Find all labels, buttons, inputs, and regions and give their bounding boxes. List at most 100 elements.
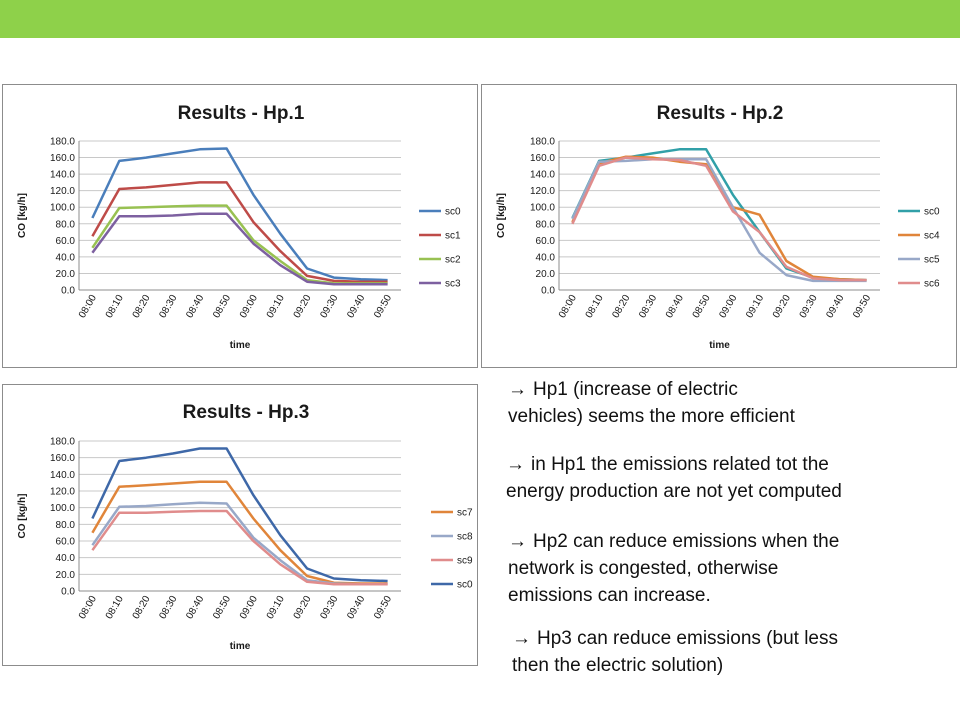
y-tick-label: 20.0 xyxy=(56,570,76,581)
x-tick-label: 09:40 xyxy=(824,293,846,321)
y-tick-label: 40.0 xyxy=(56,553,76,564)
series-line-sc3 xyxy=(91,212,388,286)
x-tick-label: 09:20 xyxy=(771,293,793,321)
series-line-sc7 xyxy=(91,480,388,585)
legend-label-sc3: sc3 xyxy=(445,279,461,290)
y-tick-label: 20.0 xyxy=(536,269,556,280)
x-tick-label: 09:40 xyxy=(345,293,367,321)
chart-hp3: Results - Hp.3 0.0 20.0 40.0 60.0 80.0 100.0 12… xyxy=(2,384,478,666)
y-tick-label: 160.0 xyxy=(50,153,75,164)
x-tick-label: 09:20 xyxy=(292,293,314,321)
legend-label-sc9: sc9 xyxy=(457,556,473,567)
x-tick-label: 08:20 xyxy=(131,293,153,321)
y-tick-label: 100.0 xyxy=(50,203,75,214)
bullet-3-line-1: Hp2 can reduce emissions when the xyxy=(533,531,840,552)
x-tick-label: 08:30 xyxy=(637,293,659,321)
x-tick-label: 08:10 xyxy=(104,594,126,622)
x-tick-label: 08:00 xyxy=(557,293,579,321)
y-tick-label: 40.0 xyxy=(56,252,76,263)
y-tick-label: 100.0 xyxy=(50,503,75,514)
x-tick-label: 09:10 xyxy=(265,293,287,321)
legend-label-sc8: sc8 xyxy=(457,532,473,543)
y-tick-label: 40.0 xyxy=(536,252,556,263)
legend-label-sc5: sc5 xyxy=(924,255,940,266)
x-tick-label: 09:00 xyxy=(238,594,260,622)
y-tick-label: 80.0 xyxy=(536,219,556,230)
chart-title: Results - Hp.3 xyxy=(183,402,310,423)
legend-label-sc2: sc2 xyxy=(445,255,461,266)
bullet-3-line-2: network is congested, otherwise xyxy=(508,558,779,579)
x-tick-label: 08:40 xyxy=(664,293,686,321)
legend-label-sc0: sc0 xyxy=(457,580,473,591)
y-tick-label: 160.0 xyxy=(530,153,555,164)
bullet-3-line-3: emissions can increase. xyxy=(508,585,711,606)
y-tick-label: 60.0 xyxy=(56,537,76,548)
x-tick-label: 09:50 xyxy=(372,594,394,622)
x-tick-label: 09:00 xyxy=(238,293,260,321)
x-tick-label: 08:30 xyxy=(157,293,179,321)
y-tick-label: 180.0 xyxy=(50,137,75,148)
bullet-1: → Hp1 (increase of electric vehicles) see… xyxy=(508,376,948,430)
x-axis-label: time xyxy=(230,641,251,652)
y-tick-label: 140.0 xyxy=(50,470,75,481)
x-tick-label: 09:30 xyxy=(318,293,340,321)
legend-label-sc6: sc6 xyxy=(924,279,940,290)
y-tick-label: 0.0 xyxy=(61,587,75,598)
x-axis-label: time xyxy=(709,340,730,351)
y-tick-label: 140.0 xyxy=(530,170,555,181)
x-tick-label: 09:10 xyxy=(744,293,766,321)
legend-label-sc1: sc1 xyxy=(445,231,461,242)
chart-title: Results - Hp.1 xyxy=(178,103,305,124)
y-tick-label: 120.0 xyxy=(530,186,555,197)
y-tick-label: 120.0 xyxy=(50,186,75,197)
x-tick-label: 09:30 xyxy=(798,293,820,321)
y-tick-label: 80.0 xyxy=(56,219,76,230)
y-tick-label: 100.0 xyxy=(530,203,555,214)
x-tick-label: 08:10 xyxy=(104,293,126,321)
legend-label-sc7: sc7 xyxy=(457,508,473,519)
arrow-icon: → xyxy=(508,531,527,552)
x-tick-label: 08:50 xyxy=(211,594,233,622)
y-tick-label: 180.0 xyxy=(530,137,555,148)
header-bar xyxy=(0,0,960,38)
bullet-4-line-1: Hp3 can reduce emissions (but less xyxy=(537,628,838,649)
x-tick-label: 09:00 xyxy=(717,293,739,321)
y-tick-label: 140.0 xyxy=(50,170,75,181)
x-tick-label: 09:20 xyxy=(292,594,314,622)
arrow-icon: → xyxy=(506,454,525,475)
series-line-sc8 xyxy=(91,501,388,586)
arrow-icon: → xyxy=(512,628,531,649)
chart-hp1: Results - Hp.1 0.0 20.0 40.0 60.0 80.0 100.0 12… xyxy=(2,84,478,368)
y-axis-label: CO [kg/h] xyxy=(17,494,28,539)
bullet-1-line-1: Hp1 (increase of electric xyxy=(533,379,738,400)
x-tick-label: 08:40 xyxy=(184,594,206,622)
bullet-2: → in Hp1 the emissions related tot the en… xyxy=(506,451,951,505)
legend-label-sc4: sc4 xyxy=(924,231,940,242)
x-tick-label: 08:30 xyxy=(157,594,179,622)
x-tick-label: 09:50 xyxy=(372,293,394,321)
arrow-icon: → xyxy=(508,379,527,400)
chart-title: Results - Hp.2 xyxy=(657,103,784,124)
legend-label-sc0: sc0 xyxy=(924,207,940,218)
chart-svg: Results - Hp.3 0.0 20.0 40.0 60.0 80.0 100.0 12… xyxy=(17,402,473,652)
x-tick-label: 08:10 xyxy=(584,293,606,321)
series-line-sc0 xyxy=(91,147,388,282)
series-line-sc0 xyxy=(91,447,388,583)
chart-hp2: Results - Hp.2 0.0 20.0 40.0 60.0 80.0 100.0 12… xyxy=(481,84,957,368)
y-tick-label: 20.0 xyxy=(56,269,76,280)
y-tick-label: 0.0 xyxy=(61,286,75,297)
bullet-1-line-2: vehicles) seems the more efficient xyxy=(508,406,795,427)
bullet-4-line-2: then the electric solution) xyxy=(512,655,724,676)
bullet-4: → Hp3 can reduce emissions (but less then… xyxy=(512,625,952,679)
series-line-sc0 xyxy=(571,148,867,282)
bullet-3: → Hp2 can reduce emissions when the netwo… xyxy=(508,528,948,609)
x-tick-label: 08:40 xyxy=(184,293,206,321)
x-tick-label: 08:50 xyxy=(211,293,233,321)
y-tick-label: 120.0 xyxy=(50,487,75,498)
chart-svg: Results - Hp.2 0.0 20.0 40.0 60.0 80.0 100.0 12… xyxy=(496,103,940,351)
chart-svg: Results - Hp.1 0.0 20.0 40.0 60.0 80.0 100.0 12… xyxy=(17,103,461,351)
x-tick-label: 08:00 xyxy=(77,293,99,321)
x-axis-label: time xyxy=(230,340,251,351)
x-tick-label: 08:20 xyxy=(131,594,153,622)
y-tick-label: 60.0 xyxy=(56,236,76,247)
